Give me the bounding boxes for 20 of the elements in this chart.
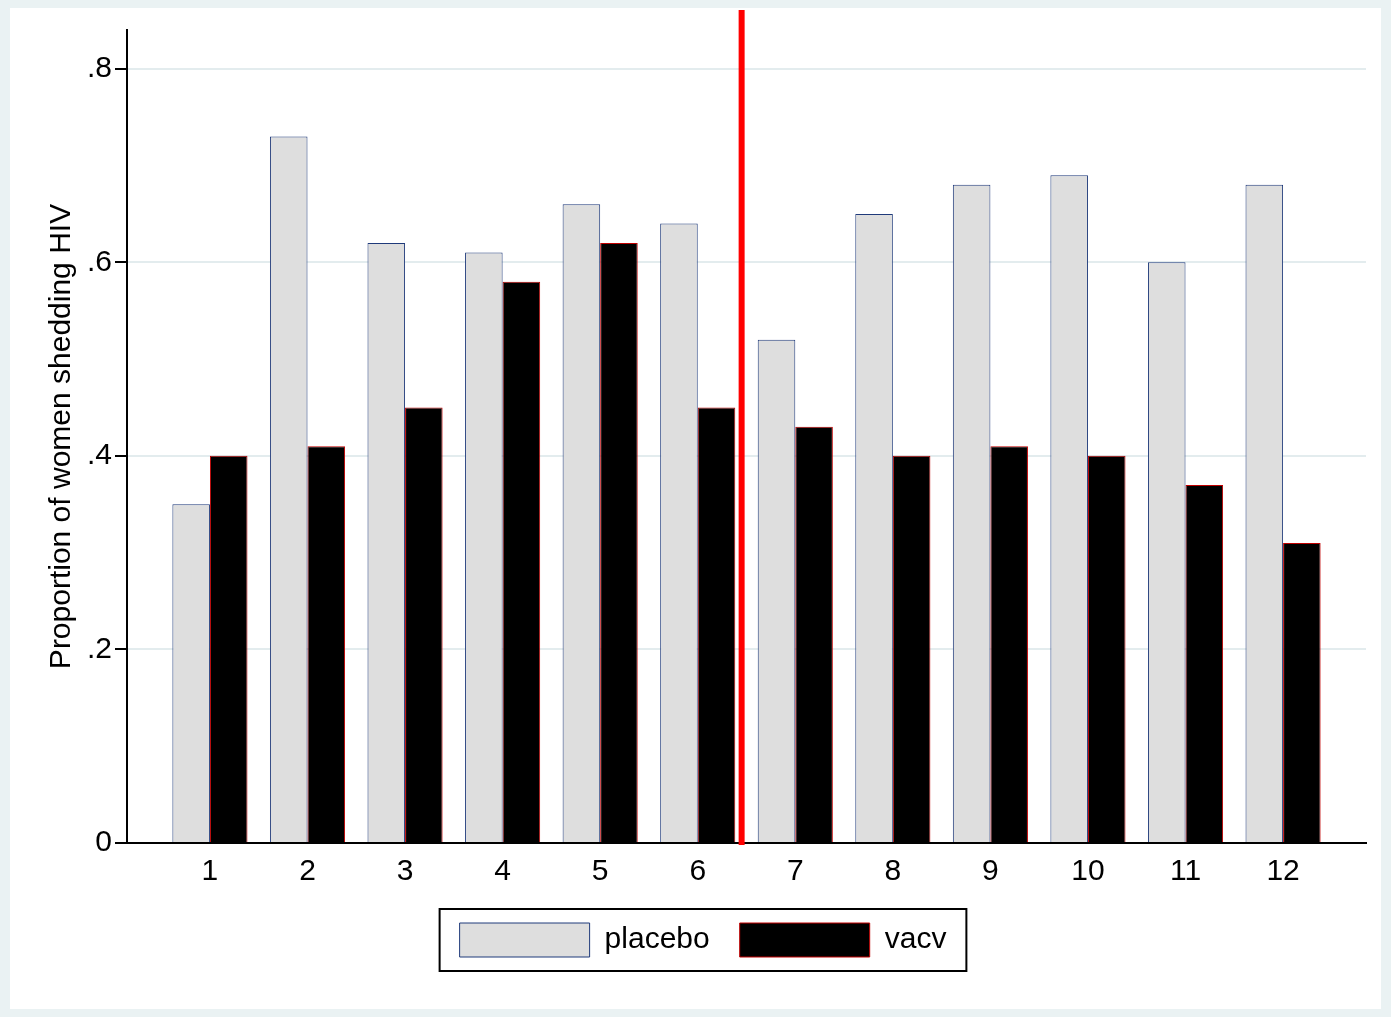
y-tick-label: 0: [95, 824, 113, 858]
x-tick-label: 6: [689, 853, 707, 887]
x-tick-label: 3: [396, 853, 414, 887]
x-tick-label: 7: [786, 853, 804, 887]
x-tick-label: 1: [201, 853, 219, 887]
y-tick-label: .4: [86, 437, 113, 471]
x-tick-label: 11: [1169, 853, 1202, 887]
x-tick-label: 10: [1071, 853, 1105, 887]
y-tick-label: .2: [86, 630, 113, 664]
x-tick-label: 2: [299, 853, 316, 887]
legend-label: placebo: [604, 921, 710, 955]
legend-label: vacv: [884, 921, 947, 955]
x-tick-label: 9: [982, 853, 999, 887]
y-tick-label: .6: [86, 243, 113, 277]
x-tick-label: 4: [494, 853, 511, 887]
x-tick-label: 12: [1266, 853, 1300, 887]
y-tick-label: .8: [86, 49, 113, 83]
x-tick-label: 5: [591, 853, 609, 887]
y-axis-title: Proportion of women shedding HIV: [43, 203, 77, 670]
x-tick-label: 8: [884, 853, 902, 887]
